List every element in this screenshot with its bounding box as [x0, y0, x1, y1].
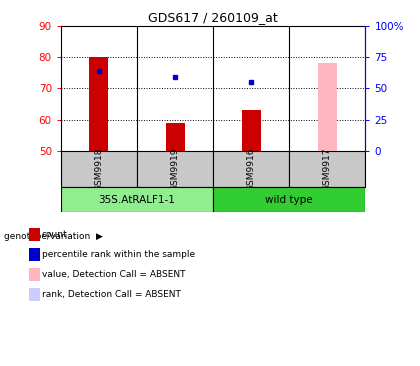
Title: GDS617 / 260109_at: GDS617 / 260109_at: [148, 11, 278, 25]
Bar: [289, 151, 365, 187]
Bar: [318, 63, 337, 151]
Bar: [61, 187, 213, 212]
Bar: [165, 123, 185, 151]
Text: GSM9917: GSM9917: [323, 147, 332, 191]
Bar: [61, 151, 137, 187]
Bar: [318, 71, 337, 151]
Text: wild type: wild type: [265, 195, 313, 205]
Text: GSM9919: GSM9919: [171, 147, 180, 191]
Bar: [89, 57, 108, 151]
Bar: [137, 151, 213, 187]
Text: percentile rank within the sample: percentile rank within the sample: [42, 250, 195, 259]
Bar: [213, 187, 365, 212]
Text: GSM9916: GSM9916: [247, 147, 256, 191]
Text: 35S.AtRALF1-1: 35S.AtRALF1-1: [99, 195, 176, 205]
Bar: [213, 151, 289, 187]
Bar: [241, 111, 261, 151]
Text: rank, Detection Call = ABSENT: rank, Detection Call = ABSENT: [42, 290, 181, 299]
Text: genotype/variation  ▶: genotype/variation ▶: [4, 232, 103, 240]
Text: value, Detection Call = ABSENT: value, Detection Call = ABSENT: [42, 270, 186, 279]
Text: GSM9918: GSM9918: [94, 147, 103, 191]
Text: count: count: [42, 230, 68, 239]
